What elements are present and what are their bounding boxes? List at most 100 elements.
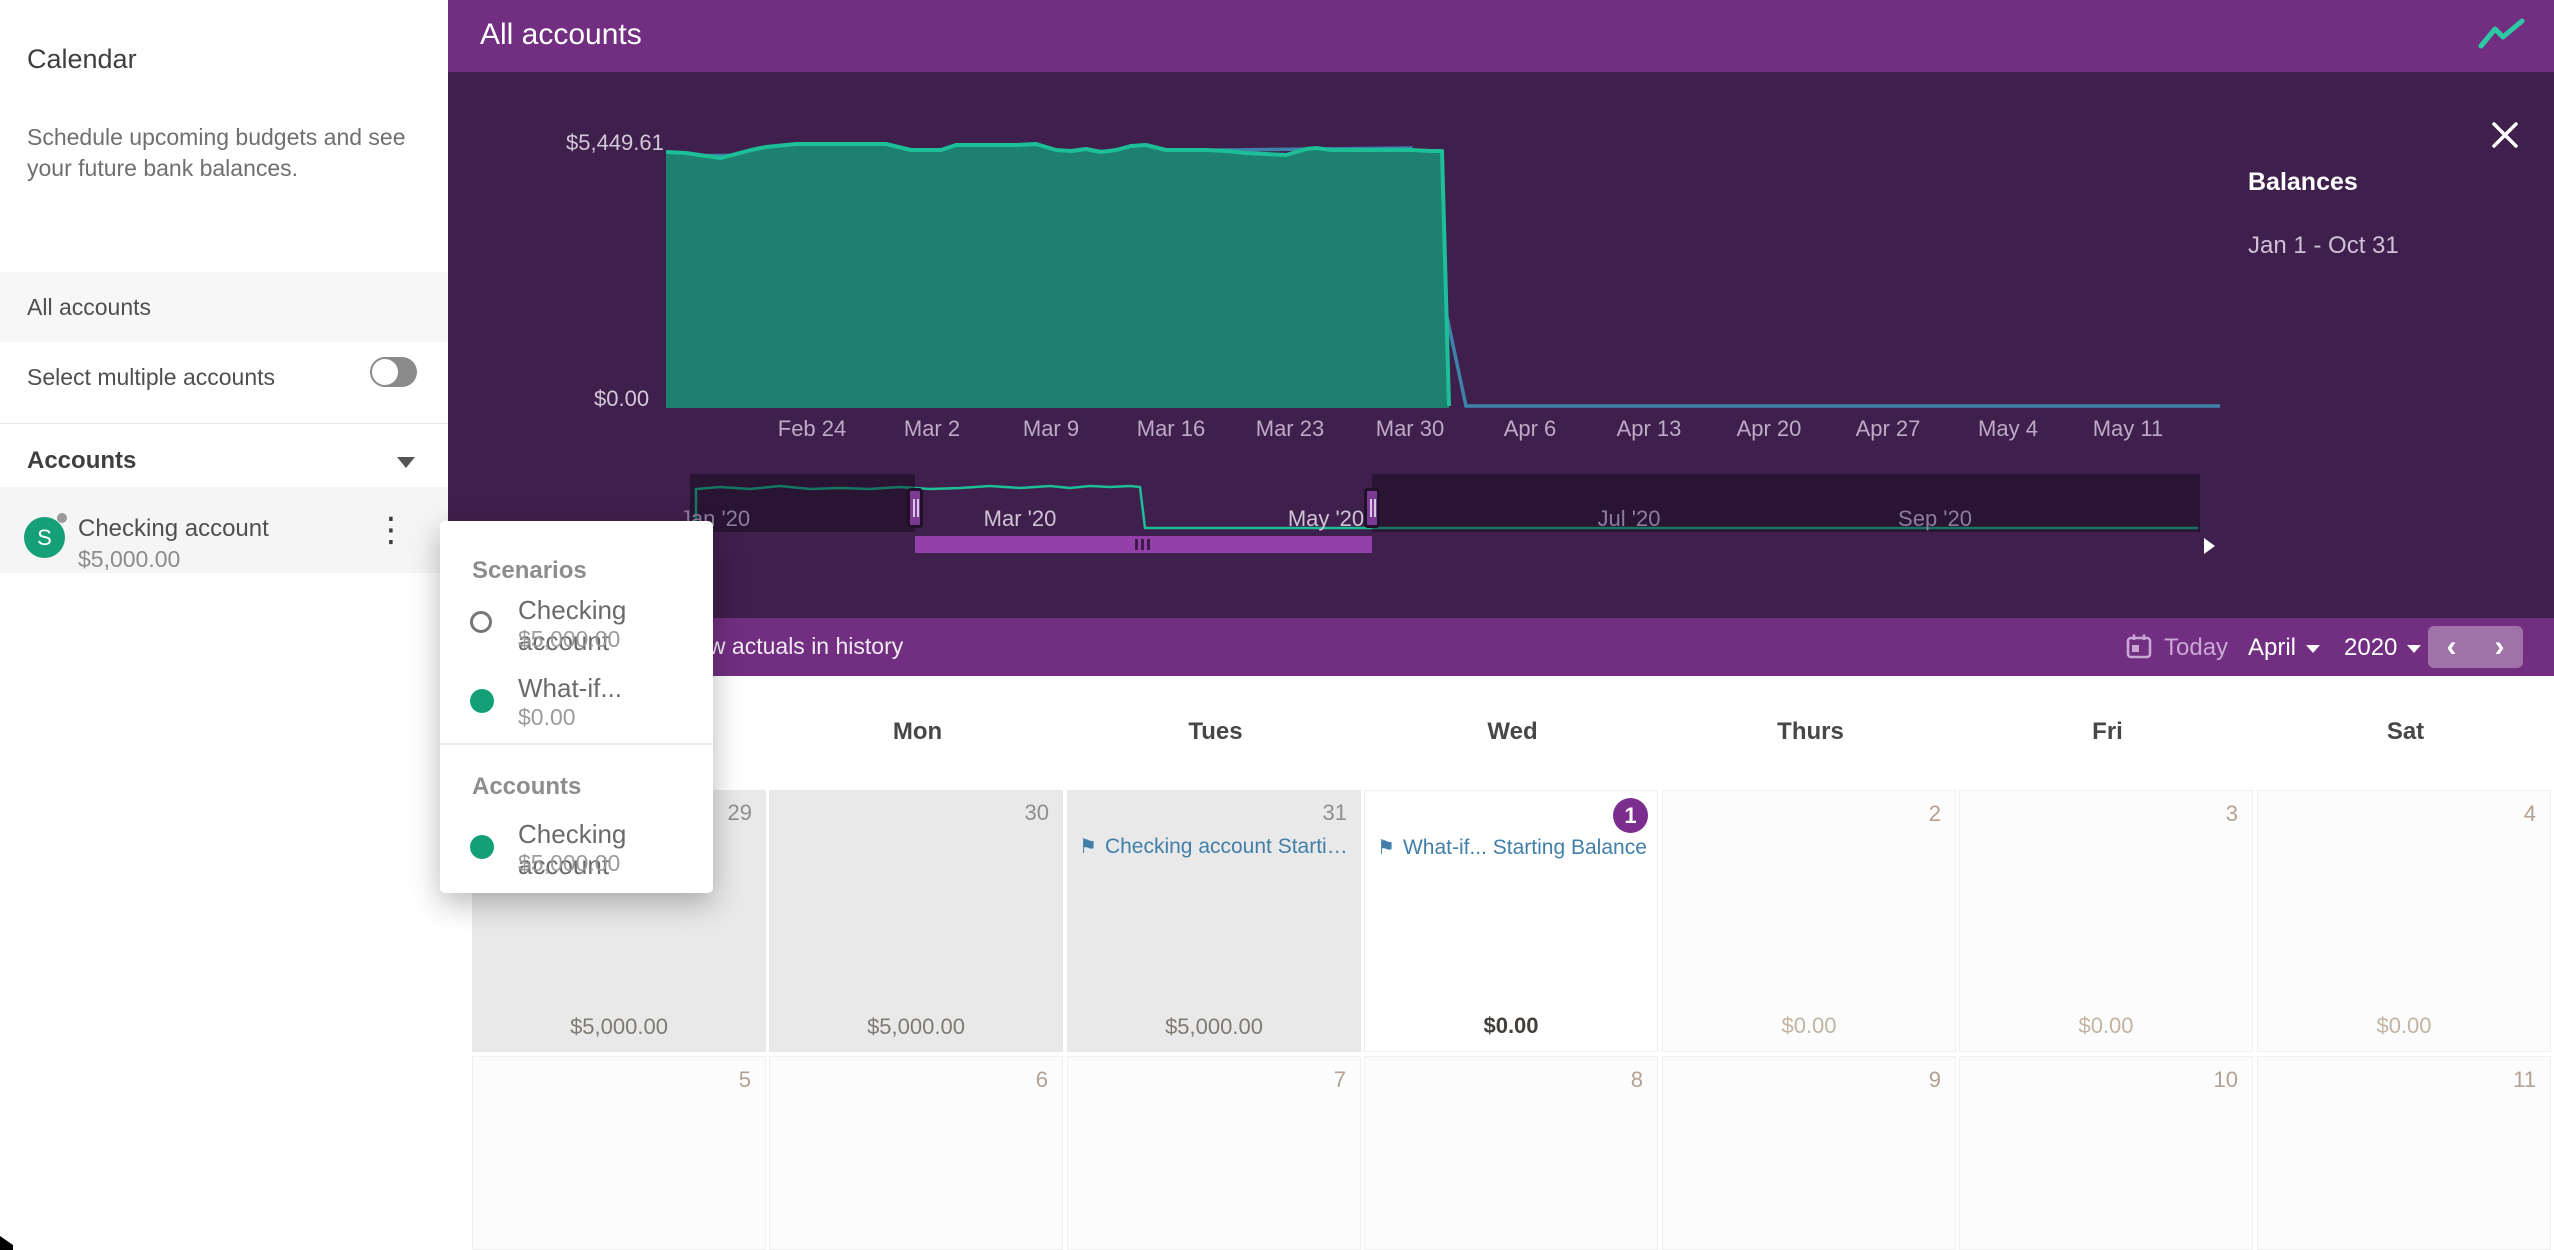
chevron-down-icon	[397, 457, 415, 468]
x-tick: Mar 30	[1375, 416, 1445, 441]
calendar-cell-apr5[interactable]: 5	[472, 1056, 766, 1250]
brush-handle-left[interactable]	[907, 488, 923, 528]
calendar-cell-mar30[interactable]: 30 $5,000.00	[769, 790, 1063, 1052]
scenario-item-checking[interactable]: Checking account $5,000.00	[440, 593, 713, 657]
x-tick: May 4	[1978, 416, 2038, 441]
x-tick: Mar 9	[1022, 416, 1080, 441]
sidebar-item-all-accounts[interactable]: All accounts	[0, 272, 448, 342]
calendar-cell-mar31[interactable]: 31 ⚑ Checking account Starting ... $5,000…	[1067, 790, 1361, 1052]
cell-balance: $0.00	[2376, 1013, 2432, 1038]
timeline-brush-track[interactable]: Jan '20 Mar '20 May '20 Jul '20 Sep '20	[680, 474, 2200, 532]
timeline-tick: May '20	[1287, 506, 1365, 531]
cell-date: 8	[1630, 1067, 1643, 1092]
cell-date: 4	[2523, 801, 2536, 826]
prev-month-button[interactable]: ‹	[2446, 630, 2457, 663]
calendar-toolbar: Show actuals in history Today April 2020…	[448, 618, 2554, 676]
month-value: April	[2248, 634, 2297, 661]
day-header-thurs: Thurs	[1777, 718, 1844, 745]
day-header-tues: Tues	[1188, 718, 1243, 745]
calendar-cell-apr2[interactable]: 2 $0.00	[1662, 790, 1956, 1052]
calendar-cell-apr10[interactable]: 10	[1959, 1056, 2253, 1250]
scenario-amount: $0.00	[518, 704, 576, 730]
calendar-cell-apr6[interactable]: 6	[769, 1056, 1063, 1250]
account-name: Checking account	[78, 515, 269, 542]
select-multiple-toggle[interactable]	[370, 357, 417, 387]
calendar-cell-apr9[interactable]: 9	[1662, 1056, 1956, 1250]
timeline-scrollbar[interactable]	[915, 536, 1372, 553]
account-balance: $5,000.00	[78, 546, 181, 572]
cell-date: 31	[1322, 800, 1347, 825]
cell-date: 3	[2225, 801, 2238, 826]
x-tick: May 11	[2092, 416, 2164, 441]
main-header-title: All accounts	[480, 18, 642, 51]
cell-date: 29	[727, 800, 752, 825]
calendar-cell-apr1-today[interactable]: 1 ⚑ What-if... Starting Balance $0.00	[1364, 790, 1658, 1052]
x-tick: Mar 2	[903, 416, 961, 441]
x-tick: Mar 23	[1255, 416, 1325, 441]
scenarios-header: Scenarios	[472, 557, 587, 584]
scenario-name: What-if...	[518, 673, 623, 703]
balances-date-range: Jan 1 - Oct 31	[2248, 232, 2399, 259]
account-status-dot	[57, 513, 67, 523]
day-header-sat: Sat	[2386, 718, 2425, 745]
page-description: Schedule upcoming budgets and see your f…	[27, 124, 406, 181]
today-button[interactable]: Today	[2164, 634, 2229, 661]
y-axis-min-label: $0.00	[594, 386, 650, 411]
x-tick: Apr 27	[1855, 416, 1921, 441]
timeline-tick: Jul '20	[1597, 506, 1661, 531]
brush-dim-right	[1372, 474, 2200, 532]
calendar-cell-apr3[interactable]: 3 $0.00	[1959, 790, 2253, 1052]
scenario-amount: $5,000.00	[518, 626, 621, 652]
calendar-cell-apr11[interactable]: 11	[2257, 1056, 2551, 1250]
timeline-next-icon[interactable]	[2204, 538, 2215, 554]
cell-date: 30	[1024, 800, 1049, 825]
popup-accounts-header: Accounts	[472, 773, 582, 800]
calendar-cell-apr4[interactable]: 4 $0.00	[2257, 790, 2551, 1052]
calendar-cell-apr8[interactable]: 8	[1364, 1056, 1658, 1250]
x-tick: Apr 6	[1503, 416, 1557, 441]
chevron-down-icon	[2407, 644, 2422, 653]
cell-date: 5	[738, 1067, 751, 1092]
all-accounts-label: All accounts	[27, 294, 152, 320]
radio-selected-icon[interactable]	[470, 689, 494, 713]
month-dropdown[interactable]: April	[2248, 634, 2321, 662]
cell-balance: $0.00	[2078, 1013, 2134, 1038]
x-tick: Apr 20	[1736, 416, 1802, 441]
cell-date: 7	[1333, 1067, 1346, 1092]
sidebar-account-checking[interactable]: S Checking account $5,000.00 ⋮	[0, 487, 448, 573]
next-month-button[interactable]: ›	[2494, 630, 2505, 663]
scenario-name: Checking account	[518, 595, 627, 656]
cell-balance: $5,000.00	[570, 1014, 668, 1039]
calendar-cell-apr7[interactable]: 7	[1067, 1056, 1361, 1250]
calendar-icon[interactable]	[2125, 633, 2153, 661]
calendar-event[interactable]: ⚑ Checking account Starting ...	[1079, 834, 1355, 859]
main-area: All accounts $5,449.61 $0.00 Feb 24 Mar …	[448, 0, 2554, 1250]
sidebar-divider	[0, 423, 448, 424]
accounts-section-header[interactable]: Accounts	[0, 437, 448, 487]
scrollbar-grip-icon	[1134, 539, 1153, 550]
brush-handle-right[interactable]	[1364, 488, 1380, 528]
cell-balance: $0.00	[1483, 1013, 1539, 1038]
close-icon[interactable]	[2490, 120, 2520, 150]
popup-account-item-checking[interactable]: Checking account $5,000.00	[440, 817, 713, 881]
trend-chart-icon[interactable]	[2478, 18, 2526, 52]
cell-date: 6	[1035, 1067, 1048, 1092]
day-header-wed: Wed	[1487, 718, 1538, 745]
balance-area-chart	[666, 142, 2220, 408]
year-value: 2020	[2344, 634, 2398, 661]
x-tick: Mar 16	[1136, 416, 1206, 441]
day-header-mon: Mon	[892, 718, 943, 745]
cell-balance: $5,000.00	[867, 1014, 965, 1039]
scenario-item-what-if[interactable]: What-if... $0.00	[440, 671, 713, 735]
year-dropdown[interactable]: 2020	[2344, 634, 2422, 662]
cell-date: 11	[2513, 1067, 2536, 1092]
account-menu-kebab-icon[interactable]: ⋮	[374, 511, 408, 549]
cell-date: 10	[2213, 1067, 2238, 1092]
balances-panel-title: Balances	[2248, 168, 2358, 196]
balance-chart-panel: $5,449.61 $0.00 Feb 24 Mar 2 Mar 9 Mar 1…	[448, 72, 2554, 618]
radio-unselected-icon[interactable]	[470, 611, 492, 633]
timeline-tick: Sep '20	[1898, 506, 1972, 531]
toggle-knob	[372, 359, 398, 385]
calendar-event[interactable]: ⚑ What-if... Starting Balance	[1377, 835, 1651, 860]
